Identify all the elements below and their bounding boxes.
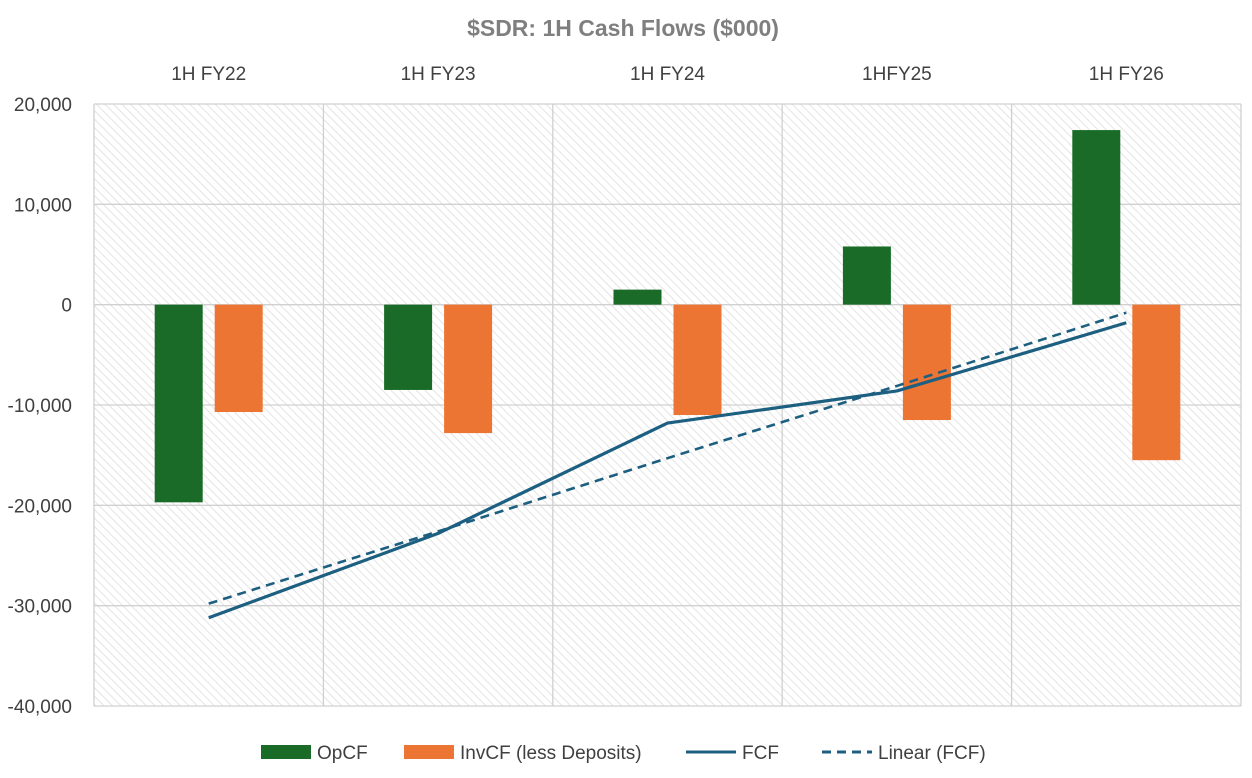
category-label: 1H FY22 xyxy=(171,64,246,85)
bar-opcf xyxy=(154,304,203,503)
legend-swatch xyxy=(261,745,311,759)
category-label: 1H FY23 xyxy=(401,64,476,85)
bar-opcf xyxy=(1072,130,1121,305)
y-tick-label: 20,000 xyxy=(14,95,72,116)
y-tick-label: -40,000 xyxy=(8,697,72,718)
gridlines xyxy=(93,103,1242,707)
legend-label: Linear (FCF) xyxy=(878,743,986,764)
legend-label: FCF xyxy=(742,743,779,764)
y-tick-label: -30,000 xyxy=(8,597,72,618)
y-tick-label: 0 xyxy=(61,296,72,317)
category-label: 1H FY26 xyxy=(1089,64,1164,85)
category-label: 1H FY24 xyxy=(630,64,705,85)
y-axis-labels: 20,000 10,000 0 -10,000 -20,000 -30,000 -40,00… xyxy=(8,95,72,718)
category-label: 1HFY25 xyxy=(862,64,932,85)
y-tick-label: 10,000 xyxy=(14,195,72,216)
legend: OpCF InvCF (less Deposits) FCF Linear (FCF) xyxy=(261,743,986,764)
bar-opcf xyxy=(384,304,433,390)
bar-series xyxy=(154,130,1181,503)
y-tick-label: -10,000 xyxy=(8,396,72,417)
bar-invcf xyxy=(444,304,493,434)
line-series xyxy=(208,311,1127,620)
legend-label: OpCF xyxy=(317,743,368,764)
legend-label: InvCF (less Deposits) xyxy=(460,743,642,764)
chart-title: $SDR: 1H Cash Flows ($000) xyxy=(467,15,779,41)
fcf-trendline xyxy=(208,311,1127,605)
bar-invcf xyxy=(673,304,722,416)
bar-opcf xyxy=(613,289,662,305)
bar-invcf xyxy=(902,304,951,421)
bar-invcf xyxy=(214,304,263,413)
bar-opcf xyxy=(842,246,891,305)
fcf-line xyxy=(208,321,1127,620)
legend-swatch xyxy=(404,745,454,759)
y-tick-label: -20,000 xyxy=(8,496,72,517)
x-axis-labels: 1H FY22 1H FY23 1H FY24 1HFY25 1H FY26 xyxy=(171,64,1164,85)
bar-invcf xyxy=(1132,304,1181,461)
